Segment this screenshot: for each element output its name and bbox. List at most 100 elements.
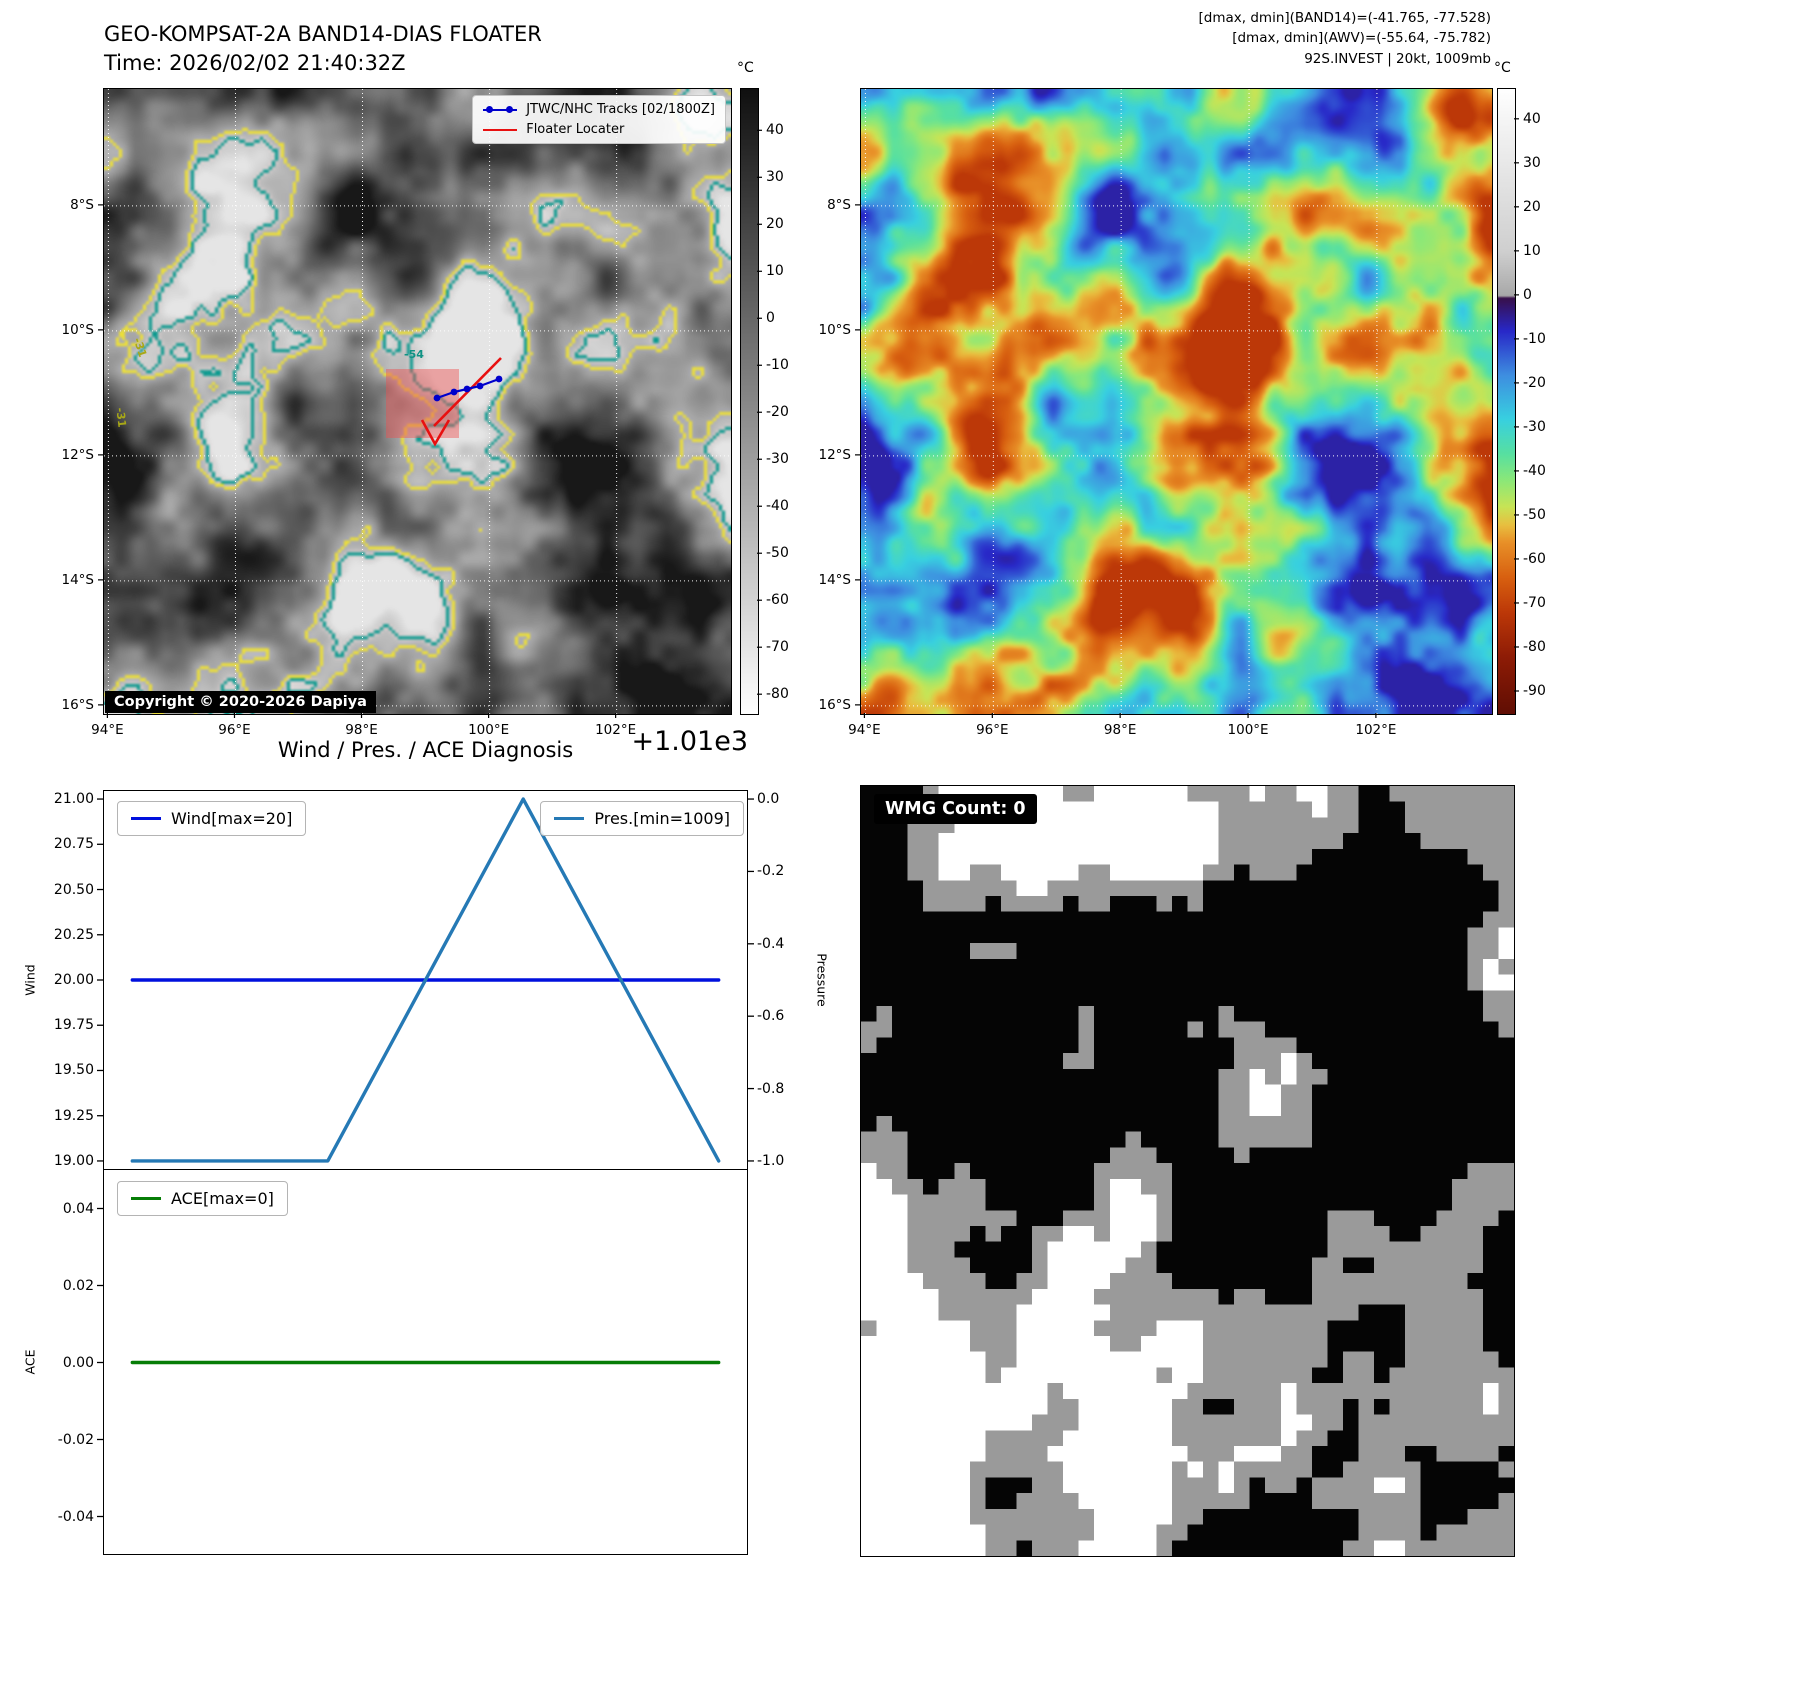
wind-tick-label: 20.25 xyxy=(53,926,94,943)
pres-legend: Pres.[min=1009] xyxy=(540,801,744,836)
pressure-offset-label: +1.01e3 xyxy=(631,726,748,757)
colorbar-tick-label: 30 xyxy=(1523,154,1541,171)
awv-colorbar-gradient xyxy=(1498,89,1515,714)
track-dot-icon xyxy=(506,106,514,113)
colorbar-tick-label: 40 xyxy=(766,122,784,139)
pres-legend-line-icon xyxy=(554,816,585,821)
track-point xyxy=(450,388,458,396)
lat-tick-label: 14°S xyxy=(818,571,852,588)
lat-tick-label: 12°S xyxy=(61,446,95,463)
wmg-panel: WMG Count: 0 xyxy=(860,785,1515,1557)
colorbar-tick-label: 10 xyxy=(766,263,784,280)
awv-stats-band14: [dmax, dmin](BAND14)=(-41.765, -77.528) xyxy=(1198,10,1491,26)
colorbar-tick-label: -70 xyxy=(766,639,789,656)
awv-satellite-image xyxy=(861,89,1492,714)
tracks-legend-sample xyxy=(483,105,518,115)
floater-legend-label: Floater Locater xyxy=(526,122,625,137)
ace-tick-label: 0.00 xyxy=(62,1354,94,1371)
latlon-grid xyxy=(861,89,1492,714)
wind-tick-label: 20.75 xyxy=(53,836,94,853)
pressure-tick-label: -0.4 xyxy=(757,935,785,952)
floater-legend-line-icon xyxy=(483,128,518,132)
wind-tick-label: 20.50 xyxy=(53,881,94,898)
lon-tick-label: 98°E xyxy=(345,722,378,738)
pressure-tick-label: -1.0 xyxy=(757,1152,785,1169)
pressure-tick-label: -0.2 xyxy=(757,863,785,880)
awv-storm-info: 92S.INVEST | 20kt, 1009mb xyxy=(1304,50,1491,67)
awv-colorbar xyxy=(1497,88,1516,715)
lon-tick-label: 102°E xyxy=(595,722,637,738)
awv-map xyxy=(860,88,1493,715)
colorbar-tick-label: -80 xyxy=(1523,638,1546,655)
lon-tick-label: 100°E xyxy=(468,722,510,738)
ace-legend-label: ACE[max=0] xyxy=(171,1189,274,1208)
track-point xyxy=(476,382,484,390)
colorbar-tick-label: -70 xyxy=(1523,594,1546,611)
pressure-tick-label: -0.6 xyxy=(757,1008,785,1025)
lon-tick-label: 96°E xyxy=(218,722,251,738)
wind-legend-label: Wind[max=20] xyxy=(171,809,293,828)
colorbar-tick-label: -10 xyxy=(766,357,789,374)
lat-tick-label: 8°S xyxy=(827,196,851,213)
lat-tick-label: 10°S xyxy=(818,321,852,338)
colorbar-tick-label: 20 xyxy=(766,216,784,233)
lat-tick-label: 10°S xyxy=(61,321,95,338)
ace-axis-label: ACE xyxy=(22,1349,38,1375)
lon-tick-label: 100°E xyxy=(1227,722,1269,738)
tracks-legend-label: JTWC/NHC Tracks [02/1800Z] xyxy=(526,102,715,117)
colorbar-tick-label: 30 xyxy=(766,169,784,186)
lat-tick-label: 16°S xyxy=(818,696,852,713)
band14-title-block: GEO-KOMPSAT-2A BAND14-DIAS FLOATER Time:… xyxy=(104,20,542,79)
colorbar-tick-label: -30 xyxy=(1523,418,1546,435)
band14-colorbar-gradient xyxy=(741,89,758,714)
lon-tick-label: 94°E xyxy=(91,722,124,738)
band14-title: GEO-KOMPSAT-2A BAND14-DIAS FLOATER xyxy=(104,22,542,46)
copyright-label: Copyright © 2020-2026 Dapiya xyxy=(105,691,376,713)
wmg-count-badge: WMG Count: 0 xyxy=(874,794,1037,824)
pressure-axis-label: Pressure xyxy=(814,953,830,1007)
colorbar-tick-label: -60 xyxy=(766,592,789,609)
wind-tick-label: 19.00 xyxy=(53,1152,94,1169)
colorbar-tick-label: -20 xyxy=(766,404,789,421)
ace-tick-label: -0.04 xyxy=(57,1508,94,1525)
band14-satellite-image xyxy=(104,89,731,714)
colorbar-tick-label: -90 xyxy=(1523,682,1546,699)
awv-map-overlay xyxy=(861,89,1492,714)
lat-tick-label: 8°S xyxy=(70,196,94,213)
colorbar-tick-label: -10 xyxy=(1523,330,1546,347)
band14-map-overlay xyxy=(104,89,731,714)
ace-legend: ACE[max=0] xyxy=(117,1181,288,1216)
band14-colorbar xyxy=(740,88,759,715)
floater-legend-sample xyxy=(483,125,518,135)
awv-header: [dmax, dmin](BAND14)=(-41.765, -77.528) … xyxy=(1199,8,1491,69)
wind-tick-label: 21.00 xyxy=(53,791,94,808)
colorbar-tick-label: -50 xyxy=(766,545,789,562)
ace-tick-label: 0.04 xyxy=(62,1200,94,1217)
track-dot-icon xyxy=(486,106,494,113)
colorbar-tick-label: 0 xyxy=(766,310,775,327)
track-point xyxy=(463,385,471,393)
lon-tick-label: 98°E xyxy=(1103,722,1137,738)
track-point xyxy=(433,394,441,402)
wind-pressure-plot xyxy=(103,790,748,1170)
contour-label: -31 xyxy=(113,406,129,429)
ace-legend-line-icon xyxy=(131,1196,161,1201)
band14-colorbar-unit: °C xyxy=(737,60,754,76)
lat-tick-label: 14°S xyxy=(61,571,95,588)
colorbar-tick-label: -20 xyxy=(1523,374,1546,391)
lat-tick-label: 12°S xyxy=(818,446,852,463)
wind-tick-label: 20.00 xyxy=(53,972,94,988)
colorbar-tick-label: -80 xyxy=(766,686,789,703)
lon-tick-label: 96°E xyxy=(976,722,1009,738)
contour-label: -54 xyxy=(404,348,424,361)
ace-plot xyxy=(103,1170,748,1555)
wind-tick-label: 19.25 xyxy=(53,1107,94,1124)
colorbar-tick-label: -60 xyxy=(1523,550,1546,567)
pressure-tick-label: 0.0 xyxy=(757,791,780,808)
ace-tick-label: 0.02 xyxy=(62,1277,94,1294)
awv-colorbar-unit: °C xyxy=(1494,60,1511,76)
pressure-tick-label: -0.8 xyxy=(757,1080,785,1097)
tracks-legend-row: JTWC/NHC Tracks [02/1800Z] xyxy=(483,102,715,117)
lon-tick-label: 94°E xyxy=(848,722,881,738)
